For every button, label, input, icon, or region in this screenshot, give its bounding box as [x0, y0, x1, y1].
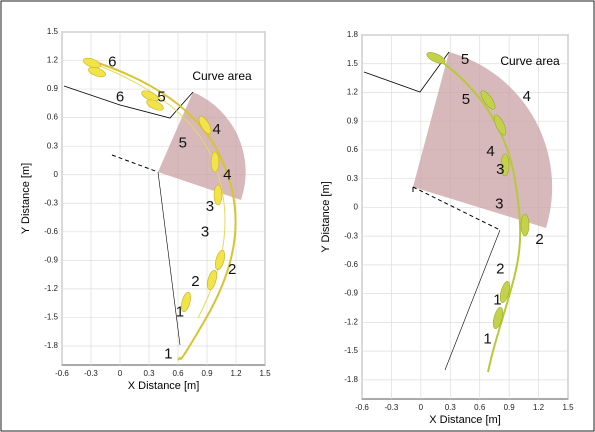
x-tick-label: 1.2: [230, 369, 242, 378]
x-tick-label: -0.3: [84, 369, 98, 378]
step-label: 5: [179, 134, 187, 151]
step-label: 4: [486, 143, 494, 160]
y-tick-label: 0.6: [47, 113, 59, 122]
y-tick-label: -0.3: [44, 198, 58, 207]
x-tick-label: 1.5: [259, 369, 271, 378]
y-tick-label: -1.8: [344, 375, 358, 384]
step-label: 3: [201, 224, 209, 241]
x-tick-label: 0: [118, 369, 123, 378]
y-tick-label: 0.9: [47, 84, 59, 93]
annotation: Curve area: [500, 54, 560, 68]
x-tick-label: 1.2: [533, 403, 545, 412]
y-tick-label: -1.5: [344, 346, 358, 355]
step-label: 1: [493, 291, 501, 308]
x-tick-label: 0.9: [504, 403, 516, 412]
y-axis-label: Y Distance [m]: [20, 163, 32, 234]
y-tick-label: -1.2: [344, 317, 358, 326]
step-label: 1: [176, 304, 184, 321]
y-tick-label: 1.5: [47, 27, 59, 36]
y-tick-label: 1.5: [347, 59, 359, 68]
y-tick-label: 0.3: [47, 141, 59, 150]
step-label: 5: [461, 51, 469, 68]
step-label: 4: [523, 88, 531, 105]
step-label: 3: [495, 196, 503, 213]
step-label: 2: [535, 231, 543, 248]
annotation: Curve area: [192, 69, 252, 83]
x-axis-label: X Distance [m]: [128, 380, 200, 392]
x-tick-label: 0.6: [474, 403, 486, 412]
step-label: 4: [223, 167, 231, 184]
step-label: 2: [496, 261, 504, 278]
x-tick-label: -0.6: [355, 403, 369, 412]
y-tick-label: -0.6: [344, 260, 358, 269]
y-tick-label: -0.6: [44, 227, 58, 236]
y-tick-label: -0.9: [44, 255, 58, 264]
step-label: 1: [164, 346, 172, 363]
x-tick-label: 0: [419, 403, 424, 412]
figure: -0.6 -0.3 0 0.3 0.6 0.9 1.2 1.5 1.5 1.2 0.9 0.6 0.3 0…: [0, 0, 595, 432]
x-axis-label: X Distance [m]: [429, 414, 501, 426]
x-tick-label: 0.3: [143, 369, 155, 378]
y-tick-label: 0: [54, 170, 59, 179]
y-axis-label: Y Distance [m]: [320, 181, 332, 252]
step-label: 6: [108, 53, 116, 70]
y-tick-label: -1.8: [44, 341, 58, 350]
x-tick-label: -0.6: [55, 369, 69, 378]
step-label: 3: [496, 161, 504, 178]
step-label: 4: [212, 121, 220, 138]
step-label: 1: [483, 331, 491, 348]
y-tick-label: 0.3: [347, 174, 359, 183]
y-tick-label: -1.2: [44, 284, 58, 293]
step-label: 5: [157, 89, 165, 106]
y-tick-label: 0.6: [347, 145, 359, 154]
step-label: 2: [228, 261, 236, 278]
y-tick-label: -0.9: [344, 289, 358, 298]
y-tick-label: 0.9: [347, 116, 359, 125]
step-label: 6: [116, 89, 124, 106]
step-label: 5: [462, 91, 470, 108]
x-tick-label: 0.6: [172, 369, 184, 378]
x-tick-label: 1.5: [562, 403, 574, 412]
x-tick-label: 0.3: [445, 403, 457, 412]
x-tick-label: 0.9: [201, 369, 213, 378]
y-tick-label: -0.3: [344, 231, 358, 240]
x-tick-label: -0.3: [385, 403, 399, 412]
y-tick-label: 0: [354, 203, 359, 212]
y-tick-label: -1.5: [44, 313, 58, 322]
step-label: 2: [191, 273, 199, 290]
y-tick-label: 1.8: [347, 30, 359, 39]
y-tick-label: 1.2: [347, 88, 359, 97]
step-label: 3: [206, 198, 214, 215]
y-tick-label: 1.2: [47, 56, 59, 65]
